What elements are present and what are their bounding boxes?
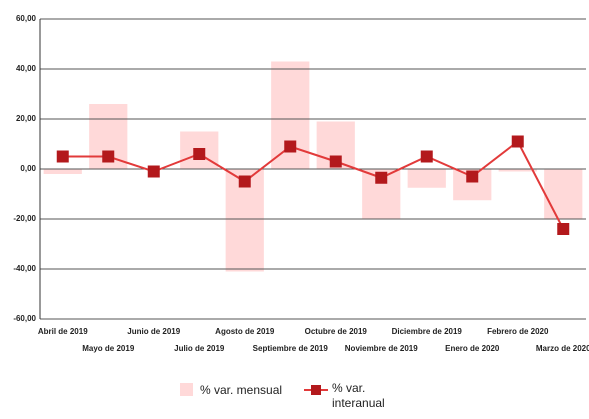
marker [557,223,570,235]
y-tick-label: -40,00 [13,264,36,273]
marker [375,171,388,184]
x-tick-label: Enero de 2020 [445,344,500,353]
x-tick-label: Septiembre de 2019 [253,344,329,353]
bar [271,61,310,169]
y-tick-label: 40,00 [16,64,37,73]
x-tick-label: Diciembre de 2019 [392,327,463,336]
marker [238,175,251,188]
legend-swatch [180,383,193,396]
x-tick-label: Marzo de 2020 [536,344,589,353]
bar [43,169,82,174]
y-tick-label: 60,00 [16,14,37,23]
x-tick-label: Febrero de 2020 [487,327,549,336]
y-tick-label: -60,00 [13,314,36,323]
bar [407,169,446,188]
y-tick-label: 20,00 [16,114,37,123]
line [62,139,565,230]
x-tick-label: Abril de 2019 [38,327,88,336]
bar [498,169,537,172]
x-tick-label: Octubre de 2019 [305,327,368,336]
legend-swatch [311,385,321,395]
marker [147,165,160,178]
marker [284,140,297,153]
legend-label: % var. interanual [332,381,385,410]
legend-label: % var. mensual [200,383,283,397]
marker [56,150,69,163]
x-tick-label: Junio de 2019 [127,327,180,336]
x-tick-label: Mayo de 2019 [82,344,135,353]
marker [329,155,342,168]
marker [420,150,433,163]
x-tick-label: Agosto de 2019 [215,327,275,336]
x-tick-label: Julio de 2019 [174,344,225,353]
y-tick-label: -20,00 [13,214,36,223]
marker [511,135,524,148]
bar [544,169,583,219]
marker [466,170,479,183]
marker [193,148,206,160]
y-tick-label: 0,00 [20,164,36,173]
x-tick-label: Noviembre de 2019 [345,344,418,353]
marker [102,150,115,163]
